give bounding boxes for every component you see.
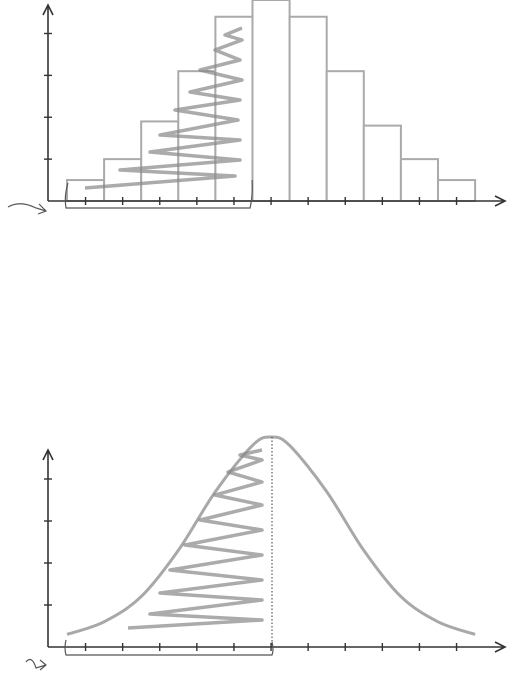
hook-arrow [25,658,47,671]
bar [288,15,328,202]
hook-arrow [7,203,48,215]
y-axis-arrow [42,3,54,16]
x-axis-arrow [494,641,507,653]
curve [66,435,476,636]
bar [103,158,143,202]
marks-layer [42,0,507,653]
bar [325,70,365,202]
bar [251,0,291,202]
bar [362,124,402,202]
bar [399,158,439,202]
shading [84,26,244,190]
bracket [64,639,274,656]
y-axis-arrow [42,448,54,461]
bracket [64,179,253,209]
shading [127,448,264,630]
x-axis-arrow [494,195,507,207]
